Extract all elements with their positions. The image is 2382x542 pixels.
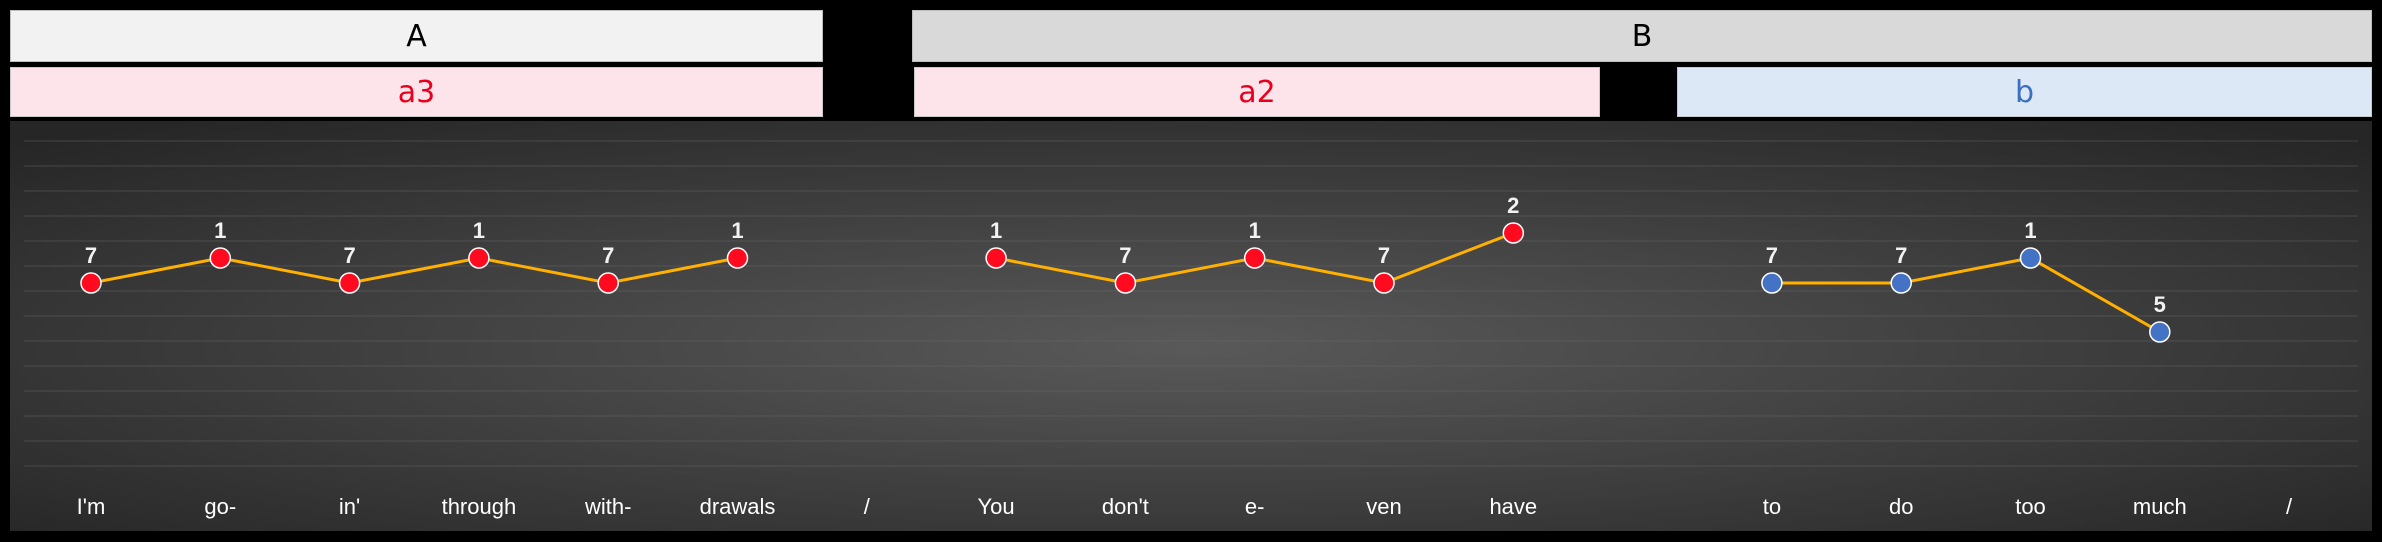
data-point: [597, 272, 619, 294]
series-line-segment-1: [90, 256, 738, 285]
subsection-a3-header: a3: [10, 67, 823, 117]
category-label: do: [1889, 494, 1913, 519]
data-label: 1: [1249, 218, 1261, 243]
data-point: [726, 247, 749, 269]
data-point: [468, 247, 490, 269]
data-point: [1890, 272, 1912, 294]
category-label: don't: [1102, 494, 1149, 519]
subsection-b-header: b: [1677, 67, 2372, 117]
category-label: e-: [1245, 494, 1265, 519]
category-label: /: [2286, 494, 2293, 519]
data-point: [1114, 272, 1137, 294]
data-label: 7: [602, 243, 614, 268]
data-label: 7: [1766, 243, 1778, 268]
data-point: [1243, 247, 1266, 269]
series-line-segment-3: [1771, 256, 2161, 334]
category-label: You: [978, 494, 1015, 519]
data-label: 7: [85, 243, 97, 268]
data-point: [80, 272, 102, 294]
data-point: [338, 272, 361, 294]
data-label: 7: [1378, 243, 1390, 268]
data-label: 1: [990, 218, 1002, 243]
data-label: 7: [1895, 243, 1907, 268]
category-label: in': [339, 494, 360, 519]
data-label: 1: [214, 218, 226, 243]
category-label: have: [1489, 494, 1537, 519]
data-point: [1373, 272, 1395, 294]
data-label: 1: [731, 218, 743, 243]
section-b-header: B: [912, 10, 2372, 62]
data-point: [2149, 321, 2171, 343]
data-label: 1: [2024, 218, 2036, 243]
category-label: go-: [204, 494, 236, 519]
data-point: [1761, 272, 1783, 294]
data-label: 7: [1119, 243, 1131, 268]
data-point: [2019, 247, 2042, 269]
data-point: [209, 247, 232, 269]
chart-background: [10, 121, 2372, 531]
category-label: /: [864, 494, 871, 519]
data-label: 5: [2154, 292, 2166, 317]
category-label: drawals: [700, 494, 776, 519]
category-label: too: [2015, 494, 2046, 519]
category-label: to: [1763, 494, 1781, 519]
subsection-a2-header: a2: [914, 67, 1600, 117]
category-label: ven: [1366, 494, 1401, 519]
data-label: 1: [473, 218, 485, 243]
category-label: through: [442, 494, 517, 519]
data-point: [1502, 222, 1525, 244]
section-a-header: A: [10, 10, 823, 62]
category-label: with-: [584, 494, 631, 519]
category-label: I'm: [77, 494, 106, 519]
category-label: much: [2133, 494, 2187, 519]
chart-plot-area: 7 1 7 1 7 1 1 7 1 7 2 7 7 1 5 I'm go-in' through with-dra…: [10, 121, 2372, 531]
data-label: 7: [343, 243, 355, 268]
data-point: [985, 247, 1007, 269]
data-label: 2: [1507, 193, 1519, 218]
